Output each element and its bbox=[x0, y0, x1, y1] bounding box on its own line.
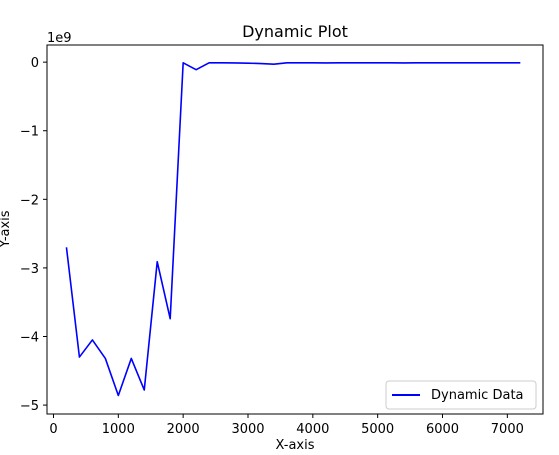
x-tick-label: 6000 bbox=[426, 422, 459, 437]
x-tick-label: 1000 bbox=[102, 422, 135, 437]
legend-label: Dynamic Data bbox=[431, 388, 524, 403]
y-tick-label: −3 bbox=[20, 262, 39, 277]
x-tick-label: 7000 bbox=[491, 422, 524, 437]
y-tick-label: −4 bbox=[20, 330, 39, 345]
y-tick-label: −1 bbox=[20, 125, 39, 140]
x-tick-label: 4000 bbox=[296, 422, 329, 437]
chart-title: Dynamic Plot bbox=[242, 22, 348, 41]
y-tick-label: −5 bbox=[20, 399, 39, 414]
legend: Dynamic Data bbox=[386, 381, 536, 409]
x-tick-label: 5000 bbox=[361, 422, 394, 437]
y-axis-label: Y-axis bbox=[0, 210, 13, 248]
x-tick-label: 3000 bbox=[231, 422, 264, 437]
y-offset-label: 1e9 bbox=[47, 31, 72, 46]
y-tick-label: 0 bbox=[31, 56, 39, 71]
x-tick-label: 2000 bbox=[167, 422, 200, 437]
y-tick-label: −2 bbox=[20, 193, 39, 208]
x-axis-label: X-axis bbox=[276, 438, 315, 453]
x-tick-label: 0 bbox=[49, 422, 57, 437]
